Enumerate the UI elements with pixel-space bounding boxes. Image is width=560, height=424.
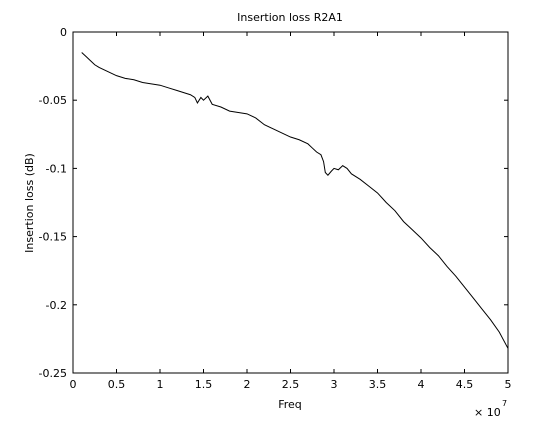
y-tick-label: -0.2 (46, 299, 67, 312)
x-multiplier-base: × 10 (474, 406, 501, 419)
y-tick-label: -0.15 (39, 231, 67, 244)
series-line (81, 52, 509, 349)
y-ticks: 0 -0.05 -0.1 -0.15 -0.2 -0.25 (39, 26, 508, 380)
y-tick-label: 0 (60, 26, 67, 39)
x-tick-label: 2.5 (282, 378, 300, 391)
x-axis-label: Freq (278, 398, 302, 411)
y-tick-label: -0.1 (46, 162, 67, 175)
chart-title: Insertion loss R2A1 (237, 11, 343, 24)
x-tick-label: 1.5 (195, 378, 213, 391)
plot-area (72, 31, 509, 374)
x-tick-label: 4.5 (456, 378, 474, 391)
x-tick-label: 3.5 (369, 378, 387, 391)
x-tick-label: 1 (157, 378, 164, 391)
x-tick-label: 5 (505, 378, 512, 391)
x-multiplier-exponent: 7 (502, 399, 507, 408)
x-tick-label: 4 (418, 378, 425, 391)
y-tick-label: -0.25 (39, 367, 67, 380)
x-tick-label: 3 (331, 378, 338, 391)
y-axis-label: Insertion loss (dB) (23, 153, 36, 253)
x-tick-label: 2 (244, 378, 251, 391)
x-ticks: 0 0.5 1 1.5 2 2.5 3 3.5 4 4.5 5 (70, 32, 512, 391)
x-tick-label: 0.5 (108, 378, 126, 391)
y-tick-label: -0.05 (39, 94, 67, 107)
x-tick-label: 0 (70, 378, 77, 391)
